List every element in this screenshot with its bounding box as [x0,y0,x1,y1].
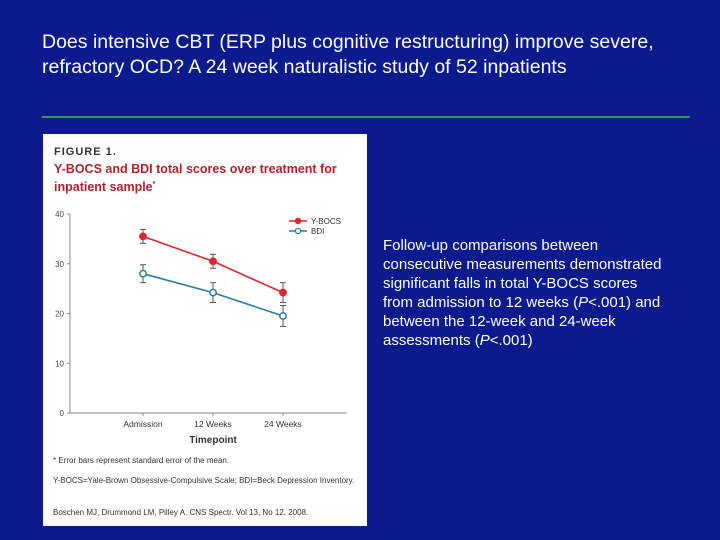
x-tick-label: 12 Weeks [194,419,232,429]
figure-caption-text: Y-BOCS and BDI total scores over treatme… [54,162,337,195]
body-text: Follow-up comparisons between consecutiv… [383,236,668,350]
x-axis-title: Timepoint [189,435,237,446]
y-tick-label: 0 [60,409,65,418]
y-tick-label: 40 [55,210,64,219]
body-text-part-2: <.001) and between the 12-week and 24-we… [383,294,661,349]
slide-title: Does intensive CBT (ERP plus cognitive r… [42,31,654,78]
figure-caption: Y-BOCS and BDI total scores over treatme… [54,162,359,195]
x-tick-label: Admission [123,419,162,429]
data-point [139,232,147,241]
legend-entry: BDI [311,227,324,236]
p-value-symbol-2: P [479,332,490,349]
body-text-part-1: Follow-up comparisons between consecutiv… [383,237,662,311]
y-tick-label: 20 [55,310,64,319]
footnote-abbreviations: Y-BOCS=Yale-Brown Obsessive-Compulsive S… [53,476,355,485]
x-tick-label: 24 Weeks [264,419,302,429]
body-text-part-3: <.001) [489,332,533,349]
data-point [279,312,287,320]
y-tick-label: 30 [55,260,64,269]
data-point [139,269,147,278]
y-tick-label: 10 [55,359,64,368]
data-point [209,288,217,297]
legend-swatch-marker [294,217,302,225]
title-divider [42,116,690,118]
data-point [209,257,217,266]
legend-swatch-marker [294,227,302,235]
figure-panel: FIGURE 1. Y-BOCS and BDI total scores ov… [43,134,367,526]
p-value-symbol-1: P [578,294,589,311]
data-point [279,288,287,297]
line-chart: 0 10 20 30 40 Admission 12 Weeks 24 Weeks Timepo… [55,210,347,446]
legend-entry: Y-BOCS [311,217,341,226]
figure-caption-marker: * [152,181,156,188]
figure-heading: FIGURE 1. [54,146,117,158]
figure-citation: Boschen MJ, Drummond LM, Pilley A. CNS S… [53,508,309,517]
footnote-error-bars: * Error bars represent standard error of… [53,456,230,465]
